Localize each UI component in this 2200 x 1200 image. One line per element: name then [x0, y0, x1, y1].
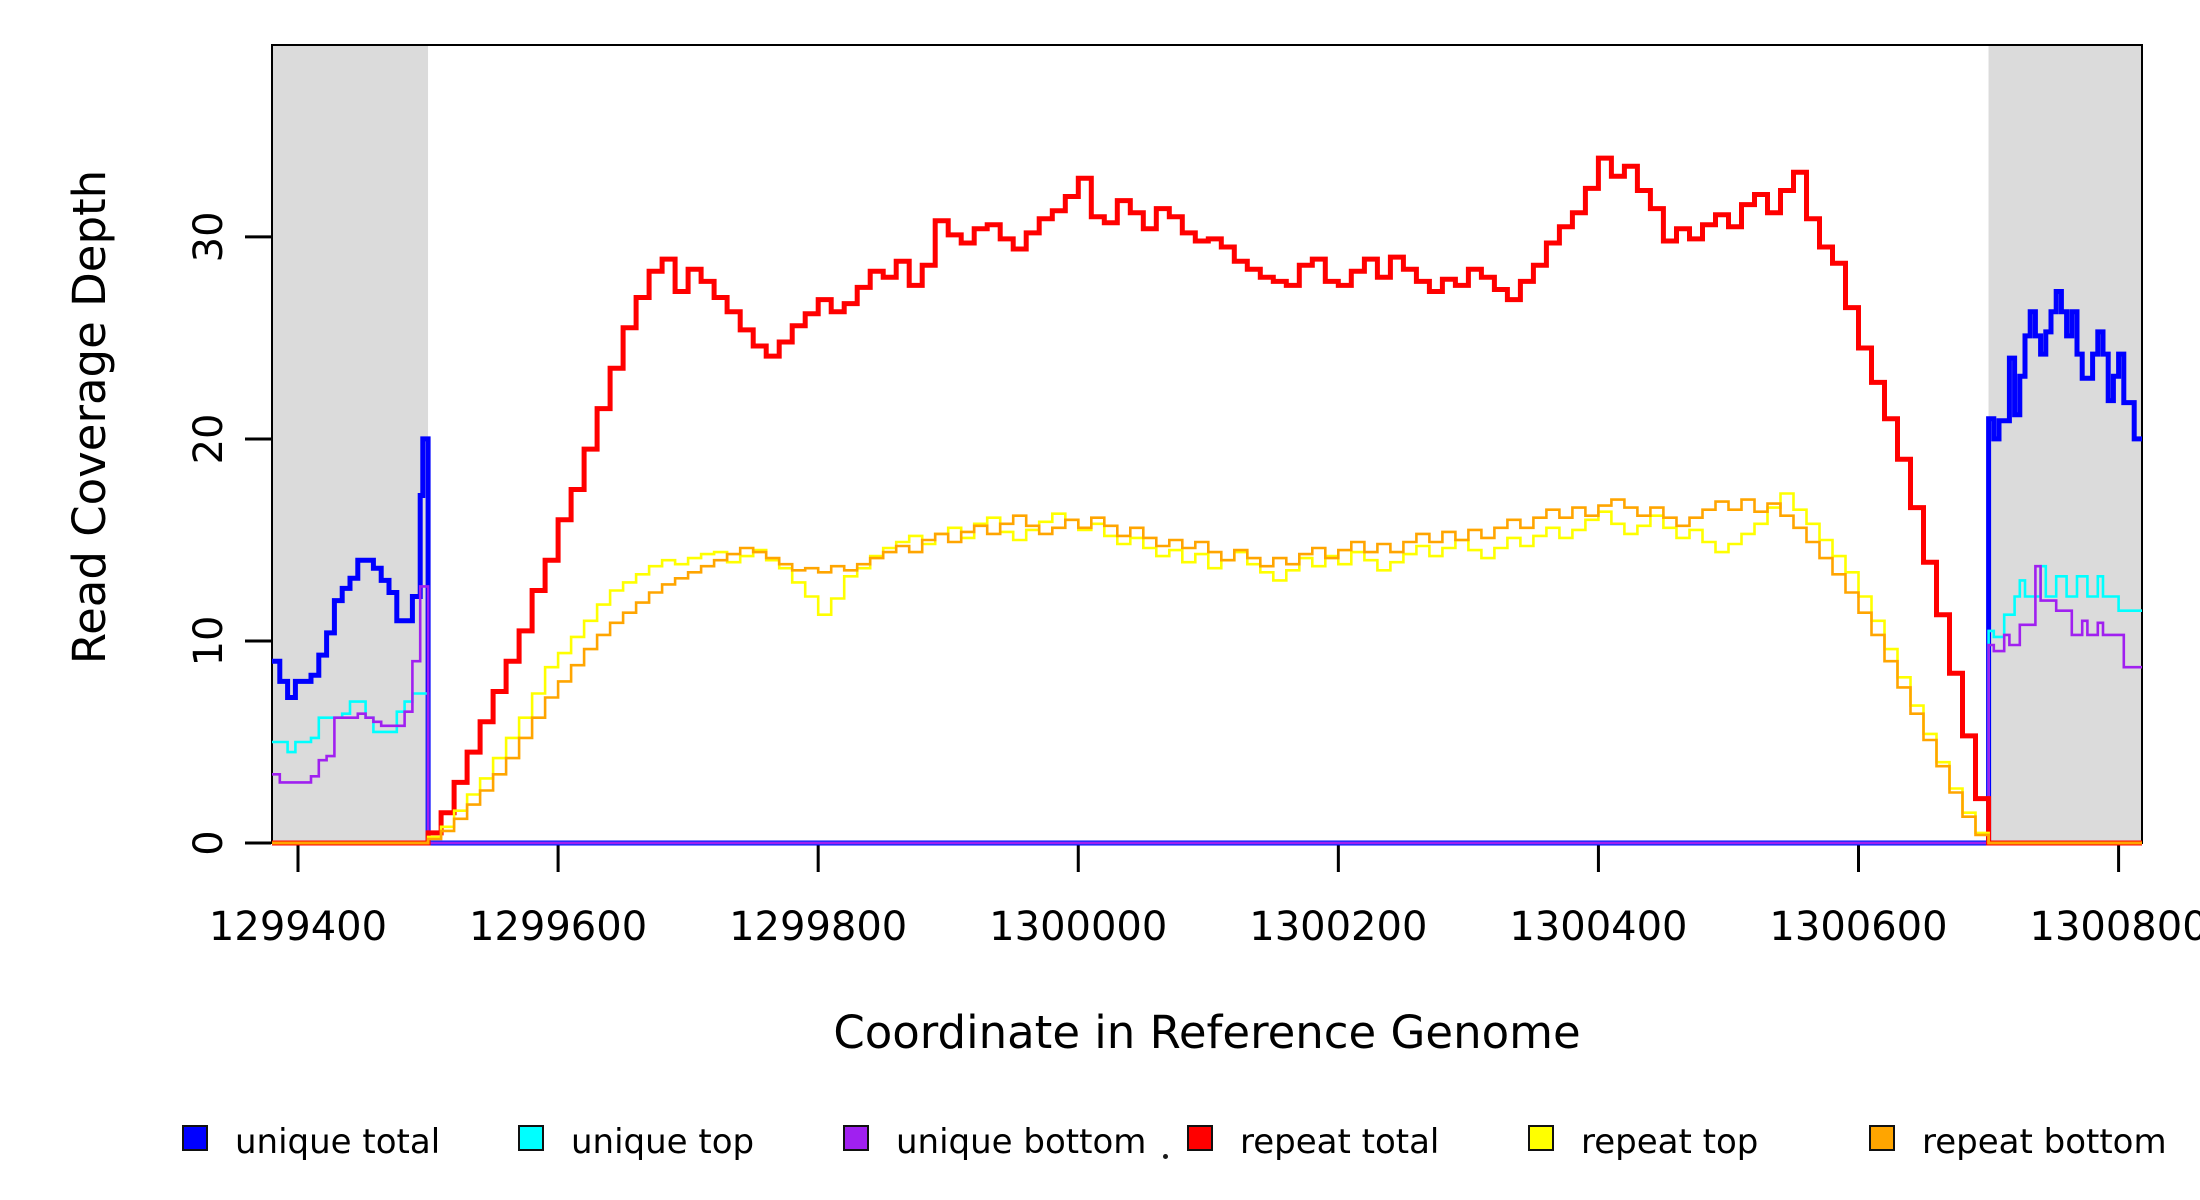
x-axis-tick-label: 1300800 [2030, 904, 2200, 950]
legend-swatch-repeat-bottom [1869, 1125, 1895, 1151]
x-axis-title: Coordinate in Reference Genome [833, 1006, 1581, 1059]
legend-label-unique-total: unique total [235, 1122, 441, 1162]
legend-swatch-repeat-total [1187, 1125, 1213, 1151]
legend-label-repeat-total: repeat total [1240, 1122, 1440, 1162]
y-axis-title: Read Coverage Depth [63, 169, 116, 665]
series-unique-total-line [272, 289, 2142, 846]
series-unique-bottom-line [272, 564, 2142, 845]
x-axis-tick-label: 1299600 [469, 904, 647, 950]
plot-canvas: 1299400 1299600 1299800 1300000 1300200 13004… [186, 44, 2200, 950]
y-axis-tick-label: 10 [186, 616, 232, 667]
series-unique-top-line [272, 564, 2142, 845]
x-axis-tick-label: 1300400 [1509, 904, 1687, 950]
series-repeat-total-line [272, 155, 2142, 846]
y-axis-tick-label: 30 [186, 211, 232, 262]
plot-frame [271, 44, 2143, 844]
legend-label-unique-bottom: unique bottom [896, 1122, 1147, 1162]
x-axis-tick-label: 1299800 [729, 904, 907, 950]
legend-swatch-unique-bottom [843, 1125, 869, 1151]
shaded-region-right [1988, 45, 2142, 843]
series-group [272, 155, 2142, 846]
series-repeat-bottom-line [272, 498, 2142, 845]
legend-swatch-repeat-top [1528, 1125, 1554, 1151]
legend-label-repeat-top: repeat top [1581, 1122, 1759, 1162]
series-repeat-top-line [272, 492, 2142, 845]
x-axis-tick-label: 1300000 [989, 904, 1167, 950]
y-axis-tick-label: 20 [186, 413, 232, 464]
stray-dot [1163, 1154, 1168, 1159]
x-axis-tick-label: 1300200 [1249, 904, 1427, 950]
legend-swatch-unique-total [182, 1125, 208, 1151]
legend-label-unique-top: unique top [571, 1122, 755, 1162]
x-axis-tick-label: 1300600 [1769, 904, 1947, 950]
legend-swatch-unique-top [518, 1125, 544, 1151]
x-axis-tick-label: 1299400 [209, 904, 387, 950]
y-axis-tick-label: 0 [186, 830, 232, 855]
legend-label-repeat-bottom: repeat bottom [1922, 1122, 2167, 1162]
